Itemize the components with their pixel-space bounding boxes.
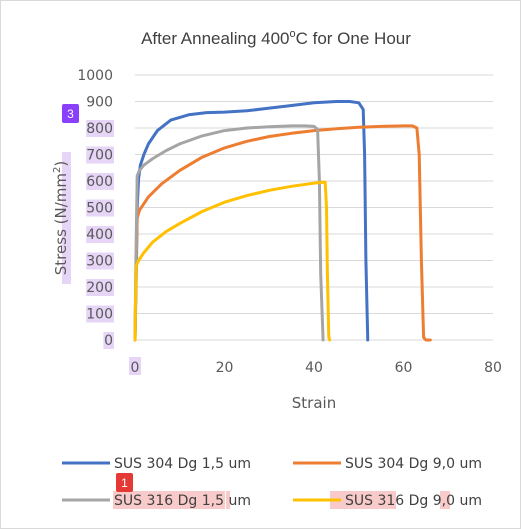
y-tick-label: 200 — [86, 280, 113, 296]
legend-highlight — [113, 491, 225, 509]
badge-1-label: 1 — [121, 476, 128, 490]
ytick-highlight — [86, 305, 114, 323]
series-line-1 — [133, 100, 370, 342]
x-axis-title: Strain — [292, 394, 336, 412]
ytick-highlight — [103, 332, 114, 349]
ytick-highlight — [86, 146, 114, 164]
legend: SUS 304 Dg 1,5 um SUS 304 Dg 9,0 um SUS 31… — [62, 456, 482, 509]
x-tick-label: 40 — [305, 360, 323, 376]
xtick-highlight — [129, 357, 141, 375]
x-tick-label: 60 — [395, 360, 413, 376]
ytick-highlight — [86, 279, 114, 296]
y-tick-label: 800 — [86, 121, 113, 137]
legend-label: SUS 316 Dg 9,0 um — [345, 493, 482, 509]
series-line-4 — [133, 180, 332, 342]
badge-1-bg — [116, 473, 133, 492]
x-tick-label: 0 — [131, 360, 140, 376]
series-line-3 — [133, 124, 325, 342]
series-line-2 — [133, 124, 432, 342]
legend-label: SUS 304 Dg 1,5 um — [114, 456, 251, 472]
y-axis-ticks: 0 100 200 300 400 500 600 700 800 900 1000 — [77, 68, 114, 349]
y-tick-label: 500 — [86, 201, 113, 217]
y-tick-label: 1000 — [77, 68, 113, 84]
series-lines — [133, 100, 432, 342]
legend-label: SUS 304 Dg 9,0 um — [345, 456, 482, 472]
legend-highlight — [226, 491, 230, 509]
legend-item-1: SUS 304 Dg 1,5 um — [62, 456, 251, 472]
y-tick-label: 700 — [86, 148, 113, 164]
legend-item-2: SUS 304 Dg 9,0 um — [293, 456, 482, 472]
badge-1: 1 — [116, 473, 133, 492]
x-tick-label: 80 — [484, 360, 502, 376]
ytick-highlight — [86, 252, 114, 270]
badge-3: 3 — [62, 104, 79, 123]
y-tick-label: 900 — [86, 95, 113, 111]
ytick-highlight — [86, 173, 114, 190]
legend-item-4: SUS 316 Dg 9,0 um — [293, 493, 482, 509]
y-tick-label: 600 — [86, 174, 113, 190]
ytick-highlight — [86, 120, 114, 137]
legend-highlight — [330, 491, 396, 509]
chart-title: After Annealing 400oC for One Hour — [141, 28, 411, 48]
legend-label: SUS 316 Dg 1,5 um — [114, 493, 251, 509]
x-axis-ticks: 0 20 40 60 80 — [129, 357, 502, 376]
y-tick-label: 0 — [104, 333, 113, 349]
legend-item-3: SUS 316 Dg 1,5 um — [62, 493, 251, 509]
y-tick-label: 300 — [86, 254, 113, 270]
ylabel-highlight — [62, 152, 71, 284]
y-tick-label: 100 — [86, 307, 113, 323]
ytick-highlight — [86, 199, 114, 217]
ytick-highlight — [86, 226, 114, 243]
legend-highlight — [440, 491, 450, 509]
y-tick-label: 400 — [86, 227, 113, 243]
badge-3-bg — [62, 104, 79, 123]
badge-3-label: 3 — [67, 107, 74, 121]
x-tick-label: 20 — [216, 360, 234, 376]
y-axis-title: Stress (N/mm2) — [52, 161, 70, 275]
